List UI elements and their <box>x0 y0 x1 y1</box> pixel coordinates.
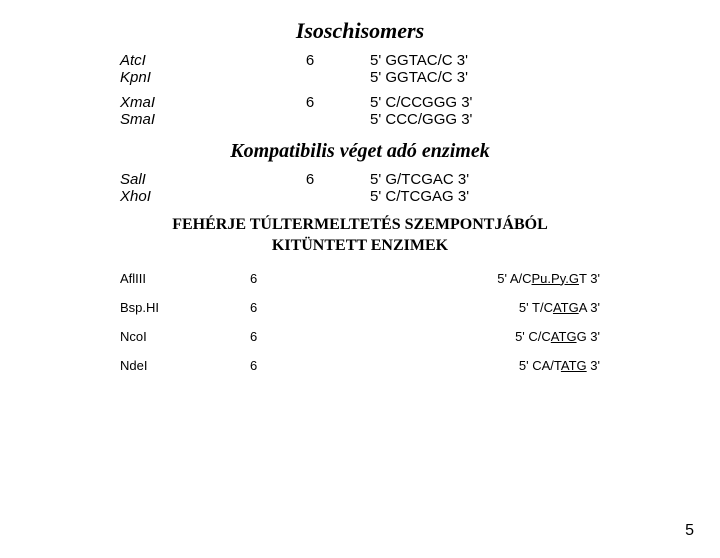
sequence-text: 5' C/CCGGG 3' <box>370 94 600 111</box>
section-overexpression: AflIII 6 5' A/CPu.Py.GT 3' Bsp.HI 6 5' T… <box>120 271 600 373</box>
iso-row-2: XmaI SmaI 6 5' C/CCGGG 3' 5' CCC/GGG 3' <box>120 94 600 128</box>
sequence-cell: 5' C/CATGG 3' <box>360 329 600 344</box>
seq-pre: 5' T/C <box>519 300 553 315</box>
seq-post: T 3' <box>579 271 600 286</box>
sequence-text: 5' GGTAC/C 3' <box>370 52 600 69</box>
length-cell: 6 <box>260 171 360 188</box>
enzyme-names: SalI XhoI <box>120 171 260 205</box>
seq-post: G 3' <box>577 329 600 344</box>
over-row: NcoI 6 5' C/CATGG 3' <box>120 329 600 344</box>
seq-underline: Pu.Py.G <box>532 271 579 286</box>
length-cell: 6 <box>250 329 360 344</box>
sequence-cell: 5' GGTAC/C 3' 5' GGTAC/C 3' <box>360 52 600 86</box>
seq-underline: ATG <box>551 329 577 344</box>
enzyme-label: Bsp.HI <box>120 300 250 315</box>
page-number: 5 <box>685 522 694 540</box>
section-compatible: SalI XhoI 6 5' G/TCGAC 3' 5' C/TCGAG 3' <box>120 171 600 205</box>
enzyme-label: KpnI <box>120 69 260 86</box>
enzyme-label: AtcI <box>120 52 260 69</box>
enzyme-label: XmaI <box>120 94 260 111</box>
iso-row-1: AtcI KpnI 6 5' GGTAC/C 3' 5' GGTAC/C 3' <box>120 52 600 86</box>
sequence-text: 5' CCC/GGG 3' <box>370 111 600 128</box>
header-line: FEHÉRJE TÚLTERMELTETÉS SZEMPONTJÁBÓL <box>172 216 548 233</box>
seq-post: 3' <box>587 358 600 373</box>
sequence-cell: 5' G/TCGAC 3' 5' C/TCGAG 3' <box>360 171 600 205</box>
sequence-text: 5' G/TCGAC 3' <box>370 171 600 188</box>
sequence-cell: 5' T/CATGA 3' <box>360 300 600 315</box>
header-line: KITÜNTETT ENZIMEK <box>272 237 448 254</box>
seq-pre: 5' A/C <box>497 271 531 286</box>
length-cell: 6 <box>250 271 360 286</box>
length-cell: 6 <box>260 52 360 69</box>
seq-post: A 3' <box>579 300 600 315</box>
enzyme-label: XhoI <box>120 188 260 205</box>
sequence-cell: 5' C/CCGGG 3' 5' CCC/GGG 3' <box>360 94 600 128</box>
sequence-cell: 5' A/CPu.Py.GT 3' <box>360 271 600 286</box>
title-overexpression: FEHÉRJE TÚLTERMELTETÉS SZEMPONTJÁBÓL KIT… <box>0 215 720 257</box>
section-isoschisomers: AtcI KpnI 6 5' GGTAC/C 3' 5' GGTAC/C 3' … <box>120 52 600 128</box>
length-cell: 6 <box>250 358 360 373</box>
enzyme-label: AflIII <box>120 271 250 286</box>
title-compatible: Kompatibilis véget adó enzimek <box>0 140 720 163</box>
enzyme-names: XmaI SmaI <box>120 94 260 128</box>
sequence-cell: 5' CA/TATG 3' <box>360 358 600 373</box>
enzyme-label: NdeI <box>120 358 250 373</box>
seq-pre: 5' CA/T <box>519 358 561 373</box>
title-isoschisomers: Isoschisomers <box>0 18 720 44</box>
over-row: AflIII 6 5' A/CPu.Py.GT 3' <box>120 271 600 286</box>
enzyme-label: NcoI <box>120 329 250 344</box>
seq-pre: 5' C/C <box>515 329 551 344</box>
seq-underline: ATG <box>561 358 587 373</box>
enzyme-label: SmaI <box>120 111 260 128</box>
length-cell: 6 <box>250 300 360 315</box>
sequence-text: 5' C/TCGAG 3' <box>370 188 600 205</box>
enzyme-names: AtcI KpnI <box>120 52 260 86</box>
seq-underline: ATG <box>553 300 579 315</box>
enzyme-label: SalI <box>120 171 260 188</box>
length-cell: 6 <box>260 94 360 111</box>
compat-row-1: SalI XhoI 6 5' G/TCGAC 3' 5' C/TCGAG 3' <box>120 171 600 205</box>
over-row: Bsp.HI 6 5' T/CATGA 3' <box>120 300 600 315</box>
over-row: NdeI 6 5' CA/TATG 3' <box>120 358 600 373</box>
sequence-text: 5' GGTAC/C 3' <box>370 69 600 86</box>
